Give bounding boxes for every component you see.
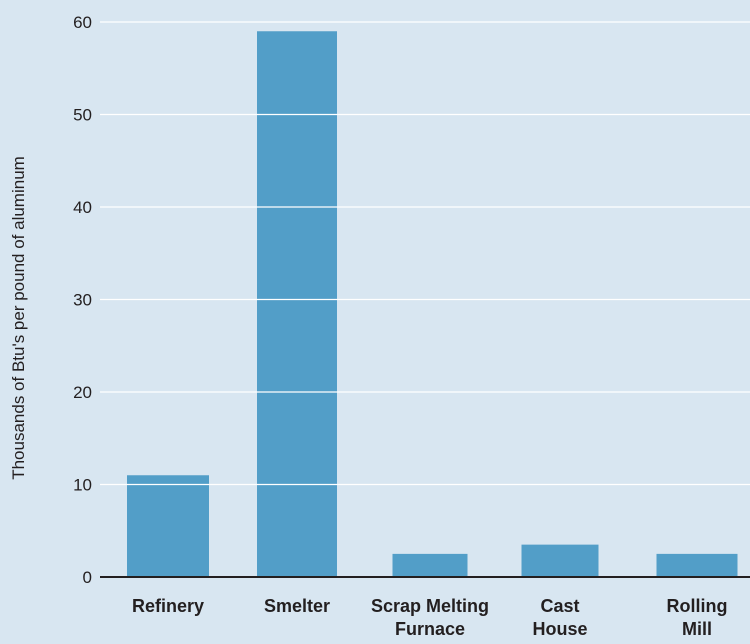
bars [127, 31, 738, 577]
y-tick-label: 60 [73, 13, 92, 32]
y-tick-label: 0 [83, 568, 92, 587]
y-tick-label: 40 [73, 198, 92, 217]
bar-refinery [127, 475, 209, 577]
gridlines [100, 21, 750, 486]
category-label: Rolling Mill [667, 596, 728, 639]
bar-rolling-mill [656, 553, 738, 577]
category-label: Refinery [132, 596, 204, 616]
category-label: Cast House [532, 596, 587, 639]
y-axis-title: Thousands of Btu's per pound of aluminum [9, 156, 28, 480]
y-tick-label: 20 [73, 383, 92, 402]
category-labels: Refinery Smelter Scrap Melting Furnace Cast H… [132, 596, 728, 639]
bar-cast-house [521, 544, 599, 577]
category-label: Smelter [264, 596, 330, 616]
y-tick-labels: 0 10 20 30 40 50 60 [73, 13, 92, 587]
category-label: Scrap Melting Furnace [371, 596, 489, 639]
y-tick-label: 50 [73, 106, 92, 125]
bar-scrap-melting-furnace [392, 553, 468, 577]
y-tick-label: 30 [73, 291, 92, 310]
bar-smelter [257, 31, 337, 577]
y-tick-label: 10 [73, 476, 92, 495]
